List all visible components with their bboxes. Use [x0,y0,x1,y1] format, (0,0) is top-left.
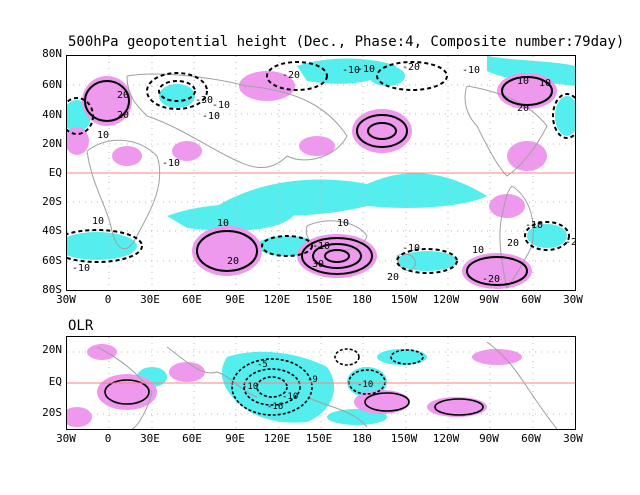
top-xtick-90w: 90W [479,293,499,306]
bottom-xtick-30e: 30E [140,432,160,445]
bottom-gridlines [67,337,575,429]
bottom-xtick-90w: 90W [479,432,499,445]
top-xtick-150w: 150W [390,293,418,306]
top-xtick-60e: 60E [182,293,202,306]
svg-text:-10: -10 [212,100,230,111]
bottom-xtick-150w: 150W [390,432,418,445]
top-xtick-60w: 60W [521,293,541,306]
svg-text:20: 20 [117,110,129,121]
top-xtick-90e: 90E [225,293,245,306]
svg-text:-10: -10 [162,158,180,169]
svg-text:-20: -20 [482,274,500,285]
svg-text:-5: -5 [257,360,268,370]
top-contours [84,76,553,286]
top-xtick-30e: 30E [140,293,160,306]
bottom-contour-labels: -5 -16 -10 -9 -10 -10 [242,360,373,412]
svg-text:20: 20 [227,256,239,267]
svg-text:-10: -10 [282,392,298,402]
top-map-svg: -20 -10 -10 -20 -10 10 10 20 -30 -10 20 … [67,56,575,290]
bottom-coastlines [96,341,558,429]
svg-text:10: 10 [472,245,484,256]
top-ytick-20s: 20S [42,195,62,208]
bottom-contours [104,379,484,416]
svg-text:-10: -10 [357,380,373,390]
top-xtick-30w-left: 30W [56,293,76,306]
svg-text:-10: -10 [72,263,90,274]
svg-text:-20: -20 [402,62,420,73]
bottom-xtick-60w: 60W [521,432,541,445]
svg-text:30: 30 [312,259,324,270]
top-negative-contours [67,61,575,274]
svg-text:-2: -2 [565,237,575,248]
svg-text:20: 20 [117,90,129,101]
top-ytick-40n: 40N [42,108,62,121]
top-xtick-120w: 120W [432,293,460,306]
top-ytick-80s: 80S [42,283,62,296]
svg-text:10: 10 [337,218,349,229]
bottom-xtick-120e: 120E [263,432,291,445]
svg-text:10: 10 [539,78,551,89]
top-panel-title: 500hPa geopotential height (Dec., Phase:… [68,34,625,50]
svg-text:-10: -10 [312,241,330,252]
svg-text:-10: -10 [202,111,220,122]
svg-text:-10: -10 [242,382,258,392]
svg-text:-10: -10 [357,64,375,75]
top-coastlines [86,73,548,290]
top-xtick-150e: 150E [305,293,333,306]
bottom-ytick-eq: EQ [48,375,62,388]
svg-text:-30: -30 [195,95,213,106]
top-positive-shading [67,71,557,289]
top-xtick-120e: 120E [263,293,291,306]
svg-text:20: 20 [517,103,529,114]
top-xtick-180: 180 [352,293,372,306]
top-gridlines [67,56,575,290]
svg-text:20: 20 [387,272,399,283]
bottom-negative-shading [137,349,427,425]
svg-text:-10: -10 [462,65,480,76]
bottom-map-panel: -5 -16 -10 -9 -10 -10 [66,336,576,430]
svg-text:10: 10 [97,130,109,141]
bottom-xtick-30w-left: 30W [56,432,76,445]
bottom-xtick-120w: 120W [432,432,460,445]
bottom-xtick-60e: 60E [182,432,202,445]
svg-text:10: 10 [517,76,529,87]
bottom-negative-contours [231,348,424,416]
svg-text:10: 10 [217,218,229,229]
bottom-xtick-30w-right: 30W [563,432,583,445]
top-ytick-60n: 60N [42,78,62,91]
top-ytick-40s: 40S [42,224,62,237]
top-contour-labels: -20 -10 -10 -20 -10 10 10 20 -30 -10 20 … [72,62,575,285]
top-xtick-30w-right: 30W [563,293,583,306]
bottom-ytick-20n: 20N [42,343,62,356]
svg-text:-9: -9 [307,375,318,385]
bottom-xtick-150e: 150E [305,432,333,445]
svg-text:20: 20 [507,238,519,249]
top-xtick-0: 0 [104,293,112,306]
bottom-xtick-180: 180 [352,432,372,445]
top-ytick-80n: 80N [42,47,62,60]
bottom-panel-title: OLR [68,318,94,334]
top-ytick-60s: 60S [42,254,62,267]
top-map-panel: -20 -10 -10 -20 -10 10 10 20 -30 -10 20 … [66,55,576,291]
top-ytick-20n: 20N [42,137,62,150]
svg-text:10: 10 [92,216,104,227]
bottom-map-svg: -5 -16 -10 -9 -10 -10 [67,337,575,429]
svg-text:-10: -10 [402,243,420,254]
top-ytick-eq: EQ [48,166,62,179]
bottom-xtick-0: 0 [104,432,112,445]
bottom-xtick-90e: 90E [225,432,245,445]
bottom-ytick-20s: 20S [42,406,62,419]
svg-text:-20: -20 [282,70,300,81]
svg-text:-16: -16 [267,402,283,412]
svg-text:-10: -10 [342,65,360,76]
svg-text:-10: -10 [525,220,543,231]
